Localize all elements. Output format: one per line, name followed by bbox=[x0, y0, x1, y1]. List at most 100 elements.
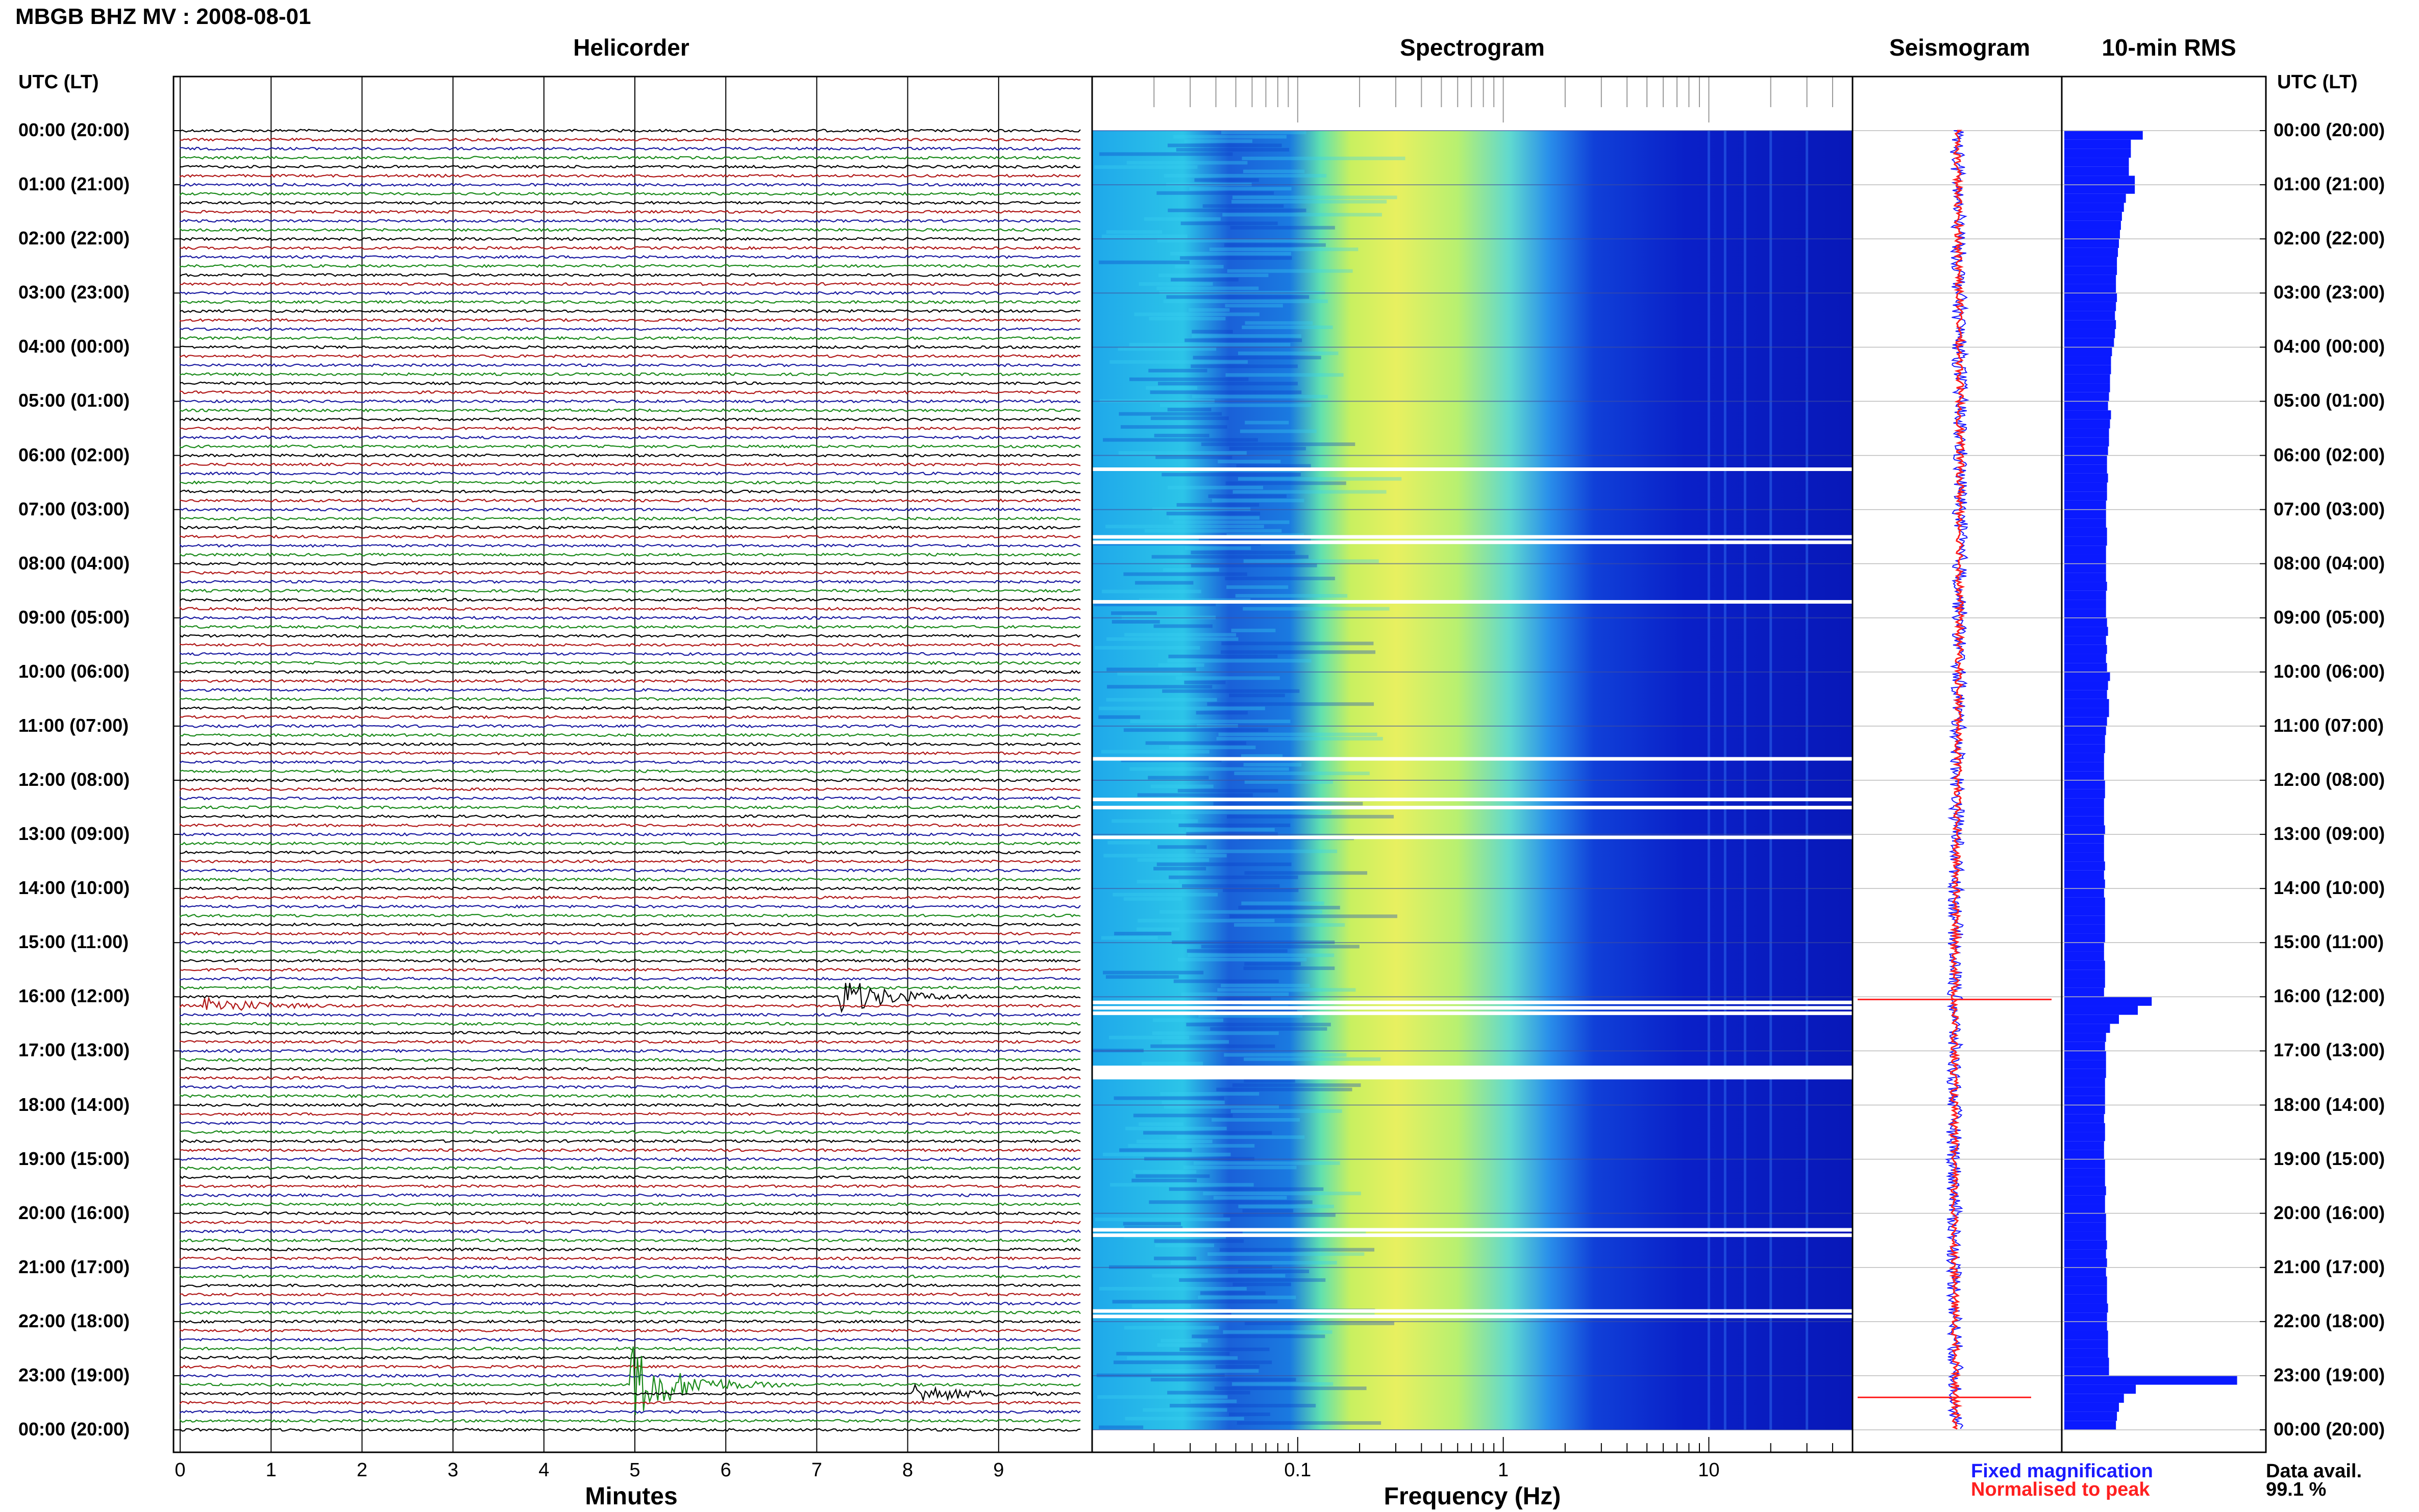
spectrogram-texture bbox=[1116, 1352, 1230, 1356]
rms-bar bbox=[2064, 563, 2106, 573]
rms-bar bbox=[2064, 780, 2105, 789]
spectrogram-texture bbox=[1162, 1101, 1225, 1105]
rms-bar bbox=[2064, 1348, 2108, 1358]
helicorder-trace bbox=[179, 1346, 1081, 1351]
spectrogram-texture bbox=[1184, 680, 1226, 684]
helicorder-trace bbox=[179, 1048, 1081, 1053]
rms-bar bbox=[2064, 1024, 2110, 1033]
spectrogram-texture bbox=[1168, 485, 1264, 489]
rms-bar bbox=[2064, 554, 2106, 564]
rms-bar bbox=[2064, 897, 2105, 907]
spectrogram-texture bbox=[1189, 187, 1292, 191]
rms-bar bbox=[2064, 1132, 2105, 1142]
spectrogram-texture bbox=[1167, 1391, 1250, 1395]
rms-bar bbox=[2064, 708, 2109, 717]
minute-tick-label: 5 bbox=[629, 1459, 640, 1481]
rms-bar bbox=[2064, 726, 2106, 735]
rms-bar bbox=[2064, 636, 2106, 645]
rms-bar bbox=[2064, 1411, 2117, 1421]
rms-bar bbox=[2064, 546, 2106, 555]
rms-bar bbox=[2064, 843, 2104, 853]
data-gap bbox=[1092, 1315, 1853, 1319]
rms-bar bbox=[2064, 437, 2109, 447]
time-label-left: 08:00 (04:00) bbox=[18, 552, 130, 574]
spectrogram-texture bbox=[1195, 849, 1338, 853]
helicorder-trace bbox=[179, 814, 1080, 819]
helicorder-trace bbox=[179, 1039, 1081, 1044]
time-label-left: 00:00 (20:00) bbox=[18, 119, 130, 140]
rms-bar bbox=[2064, 861, 2105, 871]
helicorder-trace bbox=[179, 390, 1081, 394]
rms-bar bbox=[2064, 699, 2109, 708]
rms-bar bbox=[2064, 1402, 2119, 1412]
rms-bar bbox=[2064, 645, 2107, 654]
spectrogram-texture bbox=[1173, 520, 1290, 524]
rms-bar bbox=[2064, 401, 2108, 411]
spectrogram-texture bbox=[1119, 1148, 1192, 1152]
rms-bar bbox=[2064, 1276, 2107, 1286]
spectrogram-texture bbox=[1167, 408, 1212, 412]
time-label-right: 22:00 (18:00) bbox=[2274, 1310, 2385, 1331]
spectrogram-texture bbox=[1159, 910, 1322, 914]
spectrogram-texture bbox=[1245, 321, 1313, 325]
spectrogram-texture bbox=[1231, 200, 1387, 204]
spectrogram-texture bbox=[1143, 1408, 1227, 1412]
data-gap bbox=[1092, 1006, 1853, 1010]
rms-bar bbox=[2064, 617, 2107, 627]
spectrogram-texture bbox=[1146, 386, 1197, 390]
rms-bar bbox=[2064, 203, 2124, 212]
data-gap bbox=[1092, 806, 1853, 810]
helicorder-trace bbox=[179, 1067, 1081, 1071]
rms-bar bbox=[2064, 888, 2104, 898]
rms-bar bbox=[2064, 230, 2120, 239]
helicorder-trace bbox=[179, 381, 1081, 386]
spectrogram-texture bbox=[1097, 1395, 1228, 1399]
helicorder-trace bbox=[179, 245, 1081, 250]
time-label-right: 02:00 (22:00) bbox=[2274, 228, 2385, 249]
rms-bar bbox=[2064, 1096, 2105, 1105]
rms-bar bbox=[2064, 176, 2135, 185]
rms-panel bbox=[2062, 130, 2266, 1430]
rms-bar bbox=[2064, 491, 2107, 501]
spectrogram-texture bbox=[1101, 750, 1210, 754]
spectrogram-texture bbox=[1102, 1152, 1231, 1156]
helicorder-trace bbox=[179, 543, 1081, 548]
spectrogram-texture bbox=[1191, 1399, 1237, 1403]
rms-bar bbox=[2064, 1150, 2104, 1159]
spectrogram-texture bbox=[1243, 169, 1305, 173]
spectrogram-texture bbox=[1163, 299, 1328, 303]
time-label-right: 10:00 (06:00) bbox=[2274, 660, 2385, 682]
data-gap bbox=[1092, 1000, 1853, 1004]
helicorder-trace bbox=[179, 291, 1081, 295]
rms-bar bbox=[2064, 410, 2111, 419]
spectrogram-texture bbox=[1145, 741, 1246, 745]
helicorder-trace bbox=[179, 1103, 1081, 1107]
helicorder-trace bbox=[179, 670, 1081, 674]
spectrogram-texture bbox=[1129, 377, 1249, 381]
spectrogram-texture bbox=[1152, 1031, 1279, 1035]
spectrogram-texture bbox=[1163, 568, 1219, 572]
spectrogram-texture bbox=[1135, 581, 1194, 585]
rms-bar bbox=[2064, 1105, 2105, 1114]
panel-frames bbox=[172, 76, 2267, 1453]
spectrogram-texture bbox=[1156, 862, 1292, 866]
spectrogram-texture bbox=[1232, 1083, 1361, 1087]
spectrogram-texture bbox=[1098, 715, 1141, 719]
time-label-left: 10:00 (06:00) bbox=[18, 660, 130, 682]
rms-bar bbox=[2064, 275, 2116, 284]
spectrogram-texture bbox=[1178, 823, 1291, 827]
rms-bar bbox=[2064, 1394, 2124, 1403]
spectrogram-texture bbox=[1238, 906, 1340, 910]
helicorder-trace bbox=[179, 507, 1081, 512]
spectrogram-texture bbox=[1216, 737, 1383, 741]
rms-bar bbox=[2064, 951, 2104, 961]
helicorder-trace bbox=[179, 1383, 1081, 1402]
spectrogram-texture bbox=[1169, 516, 1260, 520]
spectrogram-texture bbox=[1229, 447, 1306, 451]
helicorder-trace bbox=[180, 706, 1081, 710]
rms-bar bbox=[2064, 943, 2104, 952]
rms-bar bbox=[2064, 1141, 2104, 1150]
spectrogram-texture bbox=[1138, 919, 1275, 923]
helicorder-trace bbox=[179, 237, 1081, 241]
helicorder-trace bbox=[179, 949, 1081, 954]
